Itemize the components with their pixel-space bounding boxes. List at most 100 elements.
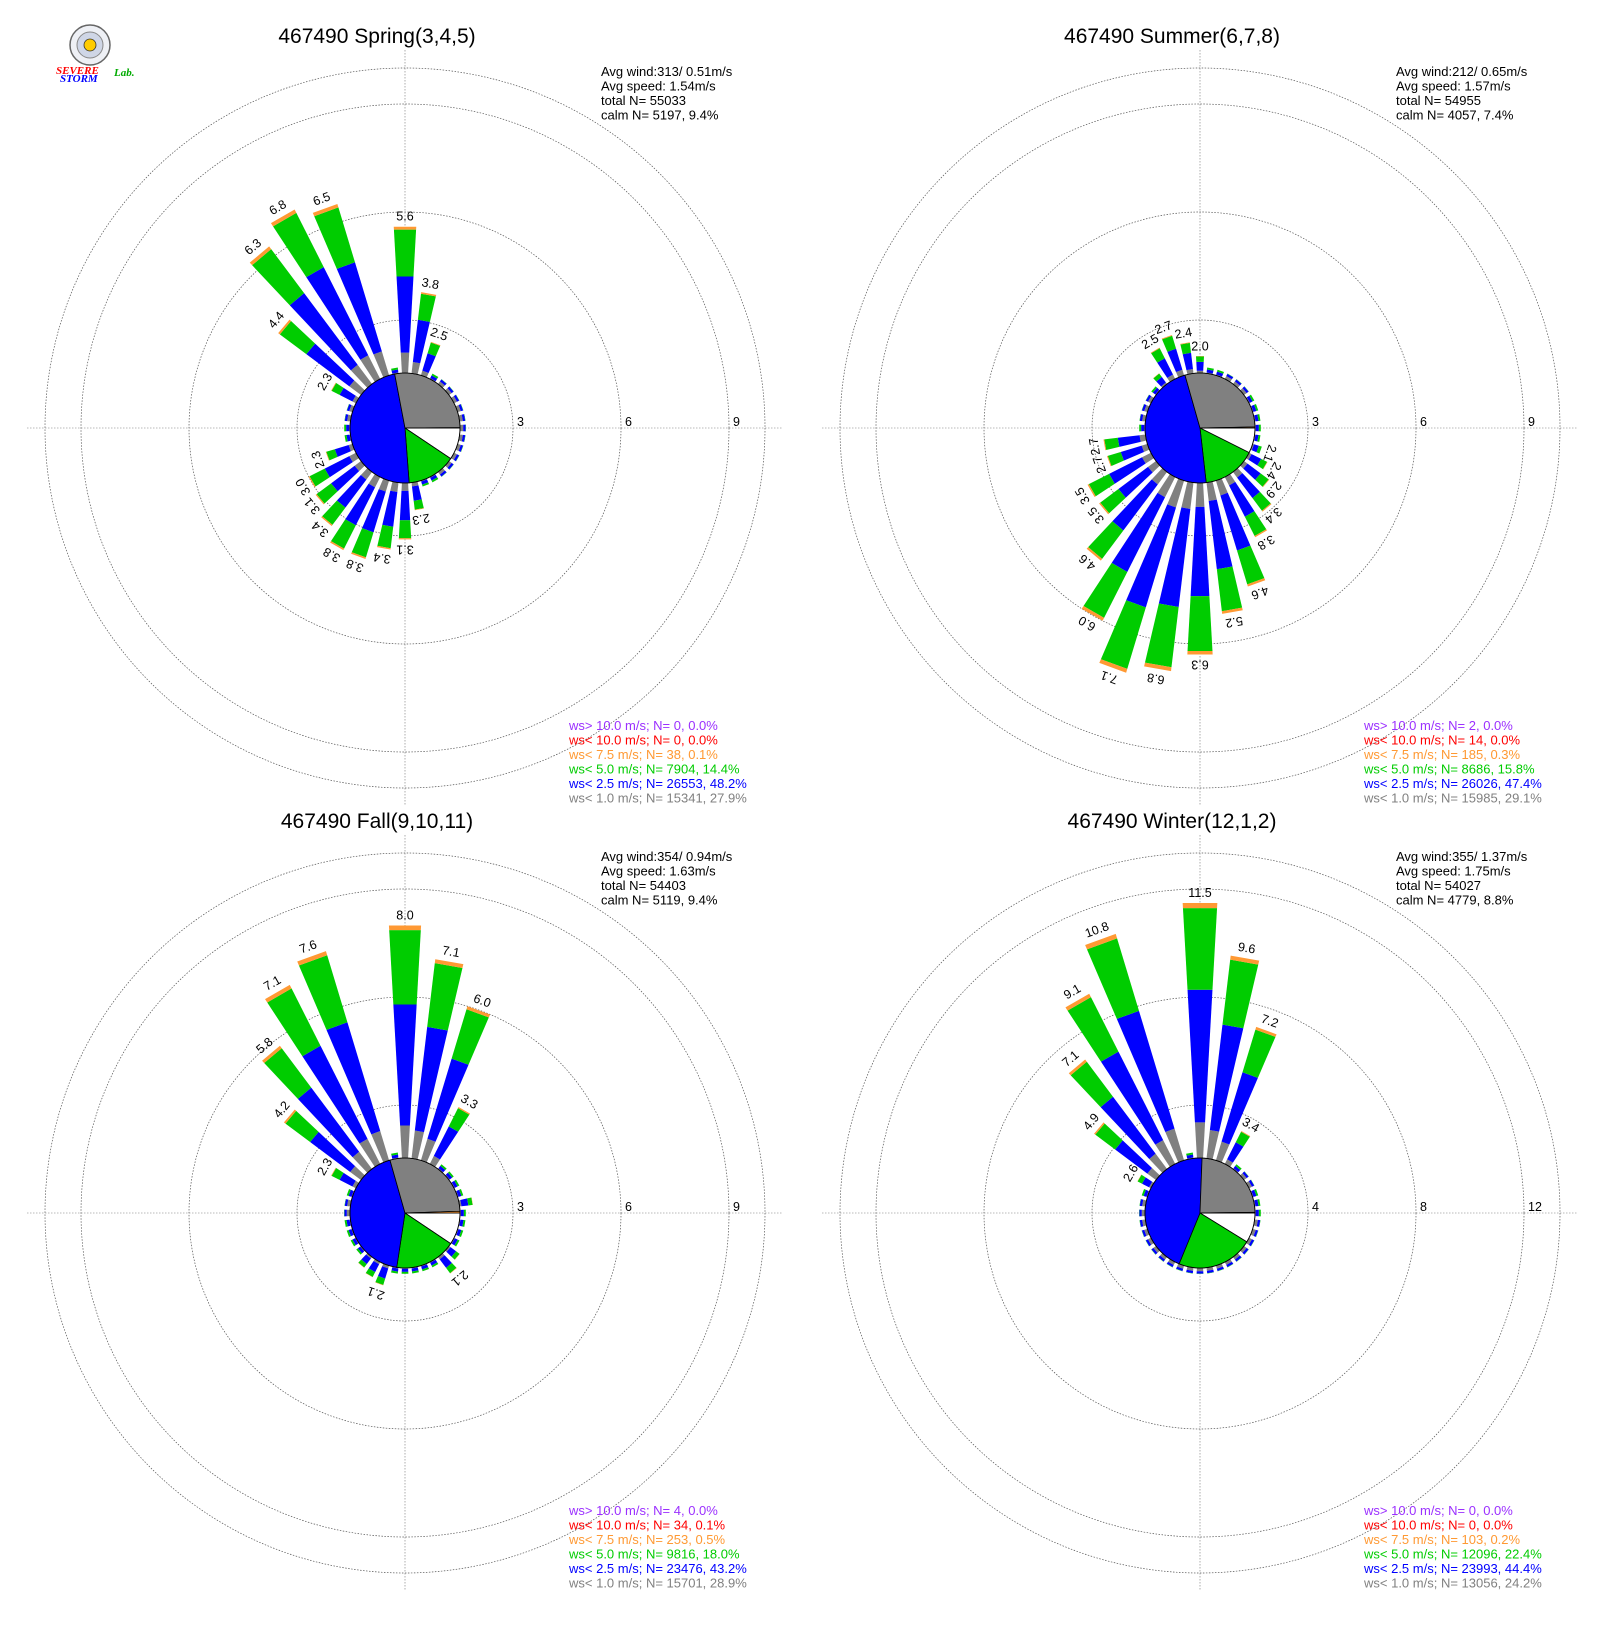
bar-segment-lt25 (1156, 376, 1166, 387)
bar-segment-lt5 (1256, 445, 1262, 454)
bar-segment-lt75 (262, 1045, 282, 1064)
bar-segment-lt5 (440, 1164, 447, 1171)
legend-entry: ws< 5.0 m/s; N= 8686, 15.8% (1363, 762, 1535, 777)
bar-segment-lt25 (433, 1126, 459, 1160)
legend-entry: ws< 7.5 m/s; N= 103, 0.2% (1363, 1532, 1521, 1547)
bar-segment-lt5 (455, 394, 460, 401)
bar-segment-lt5 (464, 435, 466, 442)
bar-segment-lt1 (1155, 1140, 1176, 1167)
bar-segment-lt1 (458, 1200, 462, 1207)
bar-segment-lt5 (1195, 356, 1205, 362)
stat-line: calm N= 5197, 9.4% (601, 108, 719, 123)
stat-line: Avg speed: 1.75m/s (1396, 864, 1511, 879)
bar-segment-lt25 (401, 1268, 409, 1272)
bar-segment-lt75 (278, 319, 292, 335)
bar-segment-lt25 (1216, 1266, 1224, 1272)
bar-segment-lt25 (414, 1026, 448, 1133)
bar-segment-lt5 (1107, 451, 1124, 466)
bar-segment-lt5 (1182, 908, 1218, 990)
bar-segment-lt25 (391, 1267, 399, 1272)
bar-segment-lt1 (1165, 1128, 1185, 1163)
bar-segment-lt5 (1257, 414, 1261, 422)
bar-segment-lt1 (1157, 474, 1176, 498)
bar-segment-lt25 (456, 1189, 462, 1197)
bar-segment-lt5 (1175, 1268, 1183, 1272)
bar-segment-lt1 (349, 405, 355, 413)
ring-label: 9 (733, 415, 740, 429)
bar-segment-lt25 (1254, 414, 1259, 422)
bar-segment-lt25 (339, 387, 356, 402)
bar-segment-lt25 (348, 1189, 354, 1197)
bar-segment-lt5 (427, 963, 463, 1031)
bar-segment-lt75 (312, 203, 339, 217)
bar-segment-lt75 (330, 541, 345, 551)
bar-segment-lt5 (1222, 959, 1259, 1029)
bar-segment-lt5 (1244, 1249, 1249, 1255)
bar-segment-lt5 (1216, 566, 1243, 612)
legend-entry: ws< 1.0 m/s; N= 15341, 27.9% (568, 791, 747, 806)
bar-segment-lt1 (1224, 1259, 1232, 1266)
bar-segment-lt25 (458, 444, 464, 452)
ring-label: 6 (625, 415, 632, 429)
ring-label: 9 (733, 1200, 740, 1214)
windrose-panel: 8.07.16.03.32.12.12.34.25.87.17.63 6 94674… (27, 810, 783, 1591)
legend-entry: ws< 2.5 m/s; N= 26026, 47.4% (1363, 776, 1542, 791)
bar-segment-lt1 (349, 380, 365, 396)
pie-outline (349, 372, 461, 484)
bar-segment-lt25 (1255, 424, 1259, 432)
bar-segment-lt25 (1100, 1051, 1164, 1145)
bar-segment-lt1 (1240, 1245, 1247, 1253)
bar-segment-lt25 (391, 1154, 399, 1159)
bar-segment-lt5 (1255, 1230, 1259, 1238)
bar-segment-lt25 (1237, 473, 1260, 499)
bar-segment-lt5 (454, 1179, 460, 1187)
bar-segment-lt75 (450, 1267, 457, 1274)
bar-segment-lt25 (368, 1261, 380, 1273)
stat-line: total N= 55033 (601, 93, 686, 108)
bar-segment-lt5 (1236, 379, 1242, 384)
pie-outline (1144, 1157, 1256, 1269)
bar-segment-lt75 (1153, 373, 1160, 379)
bar-segment-lt75 (358, 1262, 365, 1268)
bar-segment-lt25 (1157, 358, 1173, 378)
bar-value-label: 2.7 (1086, 437, 1103, 457)
bar-segment-lt5 (1145, 1240, 1150, 1247)
legend-entry: ws< 5.0 m/s; N= 12096, 22.4% (1363, 1547, 1542, 1562)
bar-segment-lt5 (464, 414, 466, 421)
windrose-panel: 5.63.82.52.33.13.43.83.83.43.13.02.32.34… (27, 25, 783, 806)
bar-segment-lt25 (422, 353, 436, 373)
bar-segment-lt5 (462, 1219, 466, 1227)
bar-segment-lt1 (350, 1166, 365, 1181)
bar-segment-lt5 (298, 955, 348, 1030)
legend-entry: ws< 10.0 m/s; N= 34, 0.1% (568, 1518, 726, 1533)
logo-line-1: SEVERE (56, 65, 99, 77)
bar-segment-lt5 (1144, 603, 1179, 668)
bar-segment-lt75 (1106, 455, 1112, 467)
bar-segment-lt1 (1148, 460, 1160, 473)
bar-segment-lt75 (265, 984, 292, 1003)
bar-segment-lt5 (1141, 1189, 1146, 1196)
bar-segment-lt1 (1167, 478, 1185, 508)
bar-segment-lt5 (1180, 342, 1192, 355)
bar-value-label: 4.6 (1249, 583, 1270, 602)
bar-segment-lt25 (382, 490, 398, 527)
bar-segment-lt1 (1194, 1122, 1206, 1159)
bar-segment-lt75 (1103, 439, 1107, 451)
bar-segment-lt5 (1095, 1123, 1123, 1150)
bar-segment-lt75 (1099, 659, 1128, 673)
bar-segment-lt1 (420, 1138, 436, 1163)
bar-segment-lt5 (1227, 1263, 1234, 1268)
bar-segment-lt5 (1252, 491, 1271, 511)
bar-segment-lt25 (421, 1264, 429, 1270)
bar-segment-lt1 (451, 396, 458, 404)
bar-segment-lt25 (447, 386, 454, 394)
bar-segment-lt5 (1254, 1189, 1259, 1196)
bar-segment-lt1 (1232, 381, 1240, 388)
bar-segment-lt5 (267, 988, 321, 1057)
bar-value-label: 2.7 (1090, 454, 1109, 475)
bar-segment-lt5 (331, 382, 344, 395)
bar-segment-lt1 (1215, 1141, 1230, 1163)
bar-value-label: 5.6 (396, 210, 413, 224)
bar-segment-lt75 (1230, 955, 1260, 965)
bar-segment-lt1 (437, 381, 445, 388)
